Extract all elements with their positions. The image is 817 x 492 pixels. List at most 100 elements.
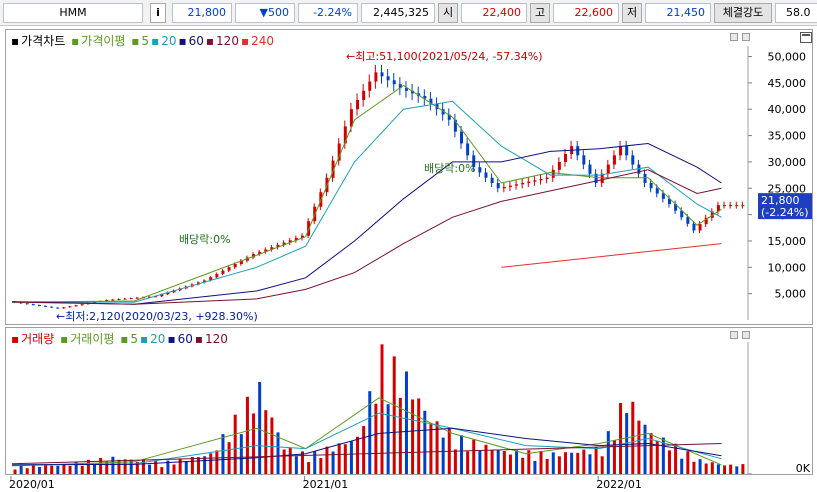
candle-body <box>576 146 580 156</box>
volume-bar <box>392 356 396 474</box>
legend-ma-5[interactable]: 5 <box>141 34 150 48</box>
volume-bar <box>31 465 35 474</box>
candle-body <box>343 126 347 144</box>
candle-body <box>362 90 366 101</box>
volume-bar <box>166 460 170 474</box>
volume-bar <box>435 421 439 474</box>
legend-volume-ma[interactable]: 거래이평 <box>70 332 115 346</box>
volume-bar <box>117 459 121 474</box>
volume-bar <box>160 467 164 474</box>
volume-bar <box>135 461 139 474</box>
volume-bar <box>502 451 506 474</box>
volume-chart[interactable]: 125,000K100,000K75,000K50,000K25,000K0K <box>6 328 812 474</box>
candle-body <box>661 193 665 199</box>
candle-body <box>502 186 506 189</box>
candle-body <box>129 298 133 300</box>
candle-body <box>631 155 635 165</box>
date-axis: 2020/01 2021/01 2022/01 <box>9 476 642 491</box>
volume-bar <box>368 391 372 474</box>
price-chart[interactable]: 50,00045,00040,00035,00030,00025,00020,0… <box>6 30 812 324</box>
legend-ma-120[interactable]: 120 <box>205 332 228 346</box>
candle-body <box>392 80 396 85</box>
volume-bar <box>80 465 84 474</box>
legend-ma-marker: ▪ <box>205 34 215 48</box>
candle-body <box>374 72 378 82</box>
candle-body <box>453 119 457 132</box>
volume-bar <box>496 450 500 474</box>
price-y-tick-label: 50,000 <box>768 51 807 64</box>
volume-bar <box>398 397 402 474</box>
volume-settings-button[interactable] <box>730 331 738 339</box>
candle-body <box>649 183 653 189</box>
maximize-icon[interactable] <box>800 32 812 43</box>
candle-body <box>227 267 231 271</box>
legend-price-chart[interactable]: 가격차트 <box>21 34 66 48</box>
volume-bar <box>19 465 23 474</box>
volume-bar <box>539 450 543 474</box>
price-ma-line-120 <box>11 169 722 305</box>
current-price-tag <box>758 193 812 220</box>
volume-bar <box>148 464 152 474</box>
volume-bar <box>527 450 531 474</box>
candle-body <box>166 292 170 295</box>
volume-bar <box>680 458 684 474</box>
legend-ma-20[interactable]: 20 <box>161 34 177 48</box>
candle-body <box>62 307 66 309</box>
price-ma-line-5 <box>11 84 722 303</box>
volume-bar <box>123 459 127 474</box>
candle-body <box>356 100 360 110</box>
high-label: 고 <box>530 3 550 23</box>
legend-ma-20[interactable]: 20 <box>150 332 166 346</box>
volume-bar <box>258 381 262 474</box>
legend-volume[interactable]: 거래량 <box>21 332 55 346</box>
strength-value: 58.0 <box>775 3 817 23</box>
volume-bar <box>570 452 574 474</box>
date-tick-label: 2020/01 <box>9 478 55 491</box>
volume-ma-line-20 <box>11 412 722 466</box>
legend-ma-60[interactable]: 60 <box>177 332 193 346</box>
volume-bar <box>606 431 610 474</box>
stock-name-field[interactable]: HMM <box>3 3 143 23</box>
price-chart-panel[interactable]: ▪ 가격차트 ▪ 가격이평 ▪ 5 ▪ 20 ▪ 60 ▪ 120 ▪ 240 50,000 45,00… <box>5 29 813 325</box>
volume-ma-line-5 <box>11 397 722 467</box>
candle-body <box>447 114 451 120</box>
volume-bar <box>588 454 592 474</box>
legend-ma-120[interactable]: 120 <box>216 34 239 48</box>
candle-body <box>380 72 384 77</box>
panel-settings-button[interactable] <box>730 33 738 41</box>
legend-ma-240[interactable]: 240 <box>251 34 274 48</box>
volume-bar <box>704 463 708 474</box>
annotation-high: ←최고:51,100(2021/05/24, -57.34%) <box>346 50 543 63</box>
legend-price-ma[interactable]: 가격이평 <box>81 34 126 48</box>
volume-bar <box>600 456 604 474</box>
volume-bar <box>723 465 727 474</box>
candle-body <box>80 304 84 306</box>
candle-body <box>93 302 97 304</box>
volume-bar <box>276 432 280 474</box>
info-button[interactable]: i <box>150 3 166 23</box>
volume-chart-panel[interactable]: ▪거래량 ▪거래이평 ▪5▪20▪60▪120 125,000K100,000K… <box>5 327 813 475</box>
candle-body <box>735 205 739 207</box>
candle-body <box>74 305 78 307</box>
candle-body <box>282 242 286 245</box>
candle-body <box>551 169 555 178</box>
volume-bar <box>484 444 488 474</box>
volume-bar <box>710 462 714 474</box>
volume-bar <box>184 460 188 474</box>
volume-bar <box>729 464 733 474</box>
volume-bar <box>557 456 561 474</box>
legend-ma-60[interactable]: 60 <box>188 34 204 48</box>
volume-bar <box>490 449 494 474</box>
volume-close-button[interactable] <box>742 331 750 339</box>
panel-close-button[interactable] <box>742 33 750 41</box>
candle-body <box>496 183 500 189</box>
candle-body <box>619 146 623 156</box>
price-y-tick-label: 35,000 <box>768 130 807 143</box>
candle-body <box>337 143 341 161</box>
legend-ma-5[interactable]: 5 <box>130 332 139 346</box>
info-icon: i <box>156 6 160 19</box>
volume-bar <box>239 434 243 474</box>
volume-bar <box>172 464 176 474</box>
candle-body <box>215 273 219 278</box>
price-y-tick-label: 25,000 <box>768 182 807 195</box>
